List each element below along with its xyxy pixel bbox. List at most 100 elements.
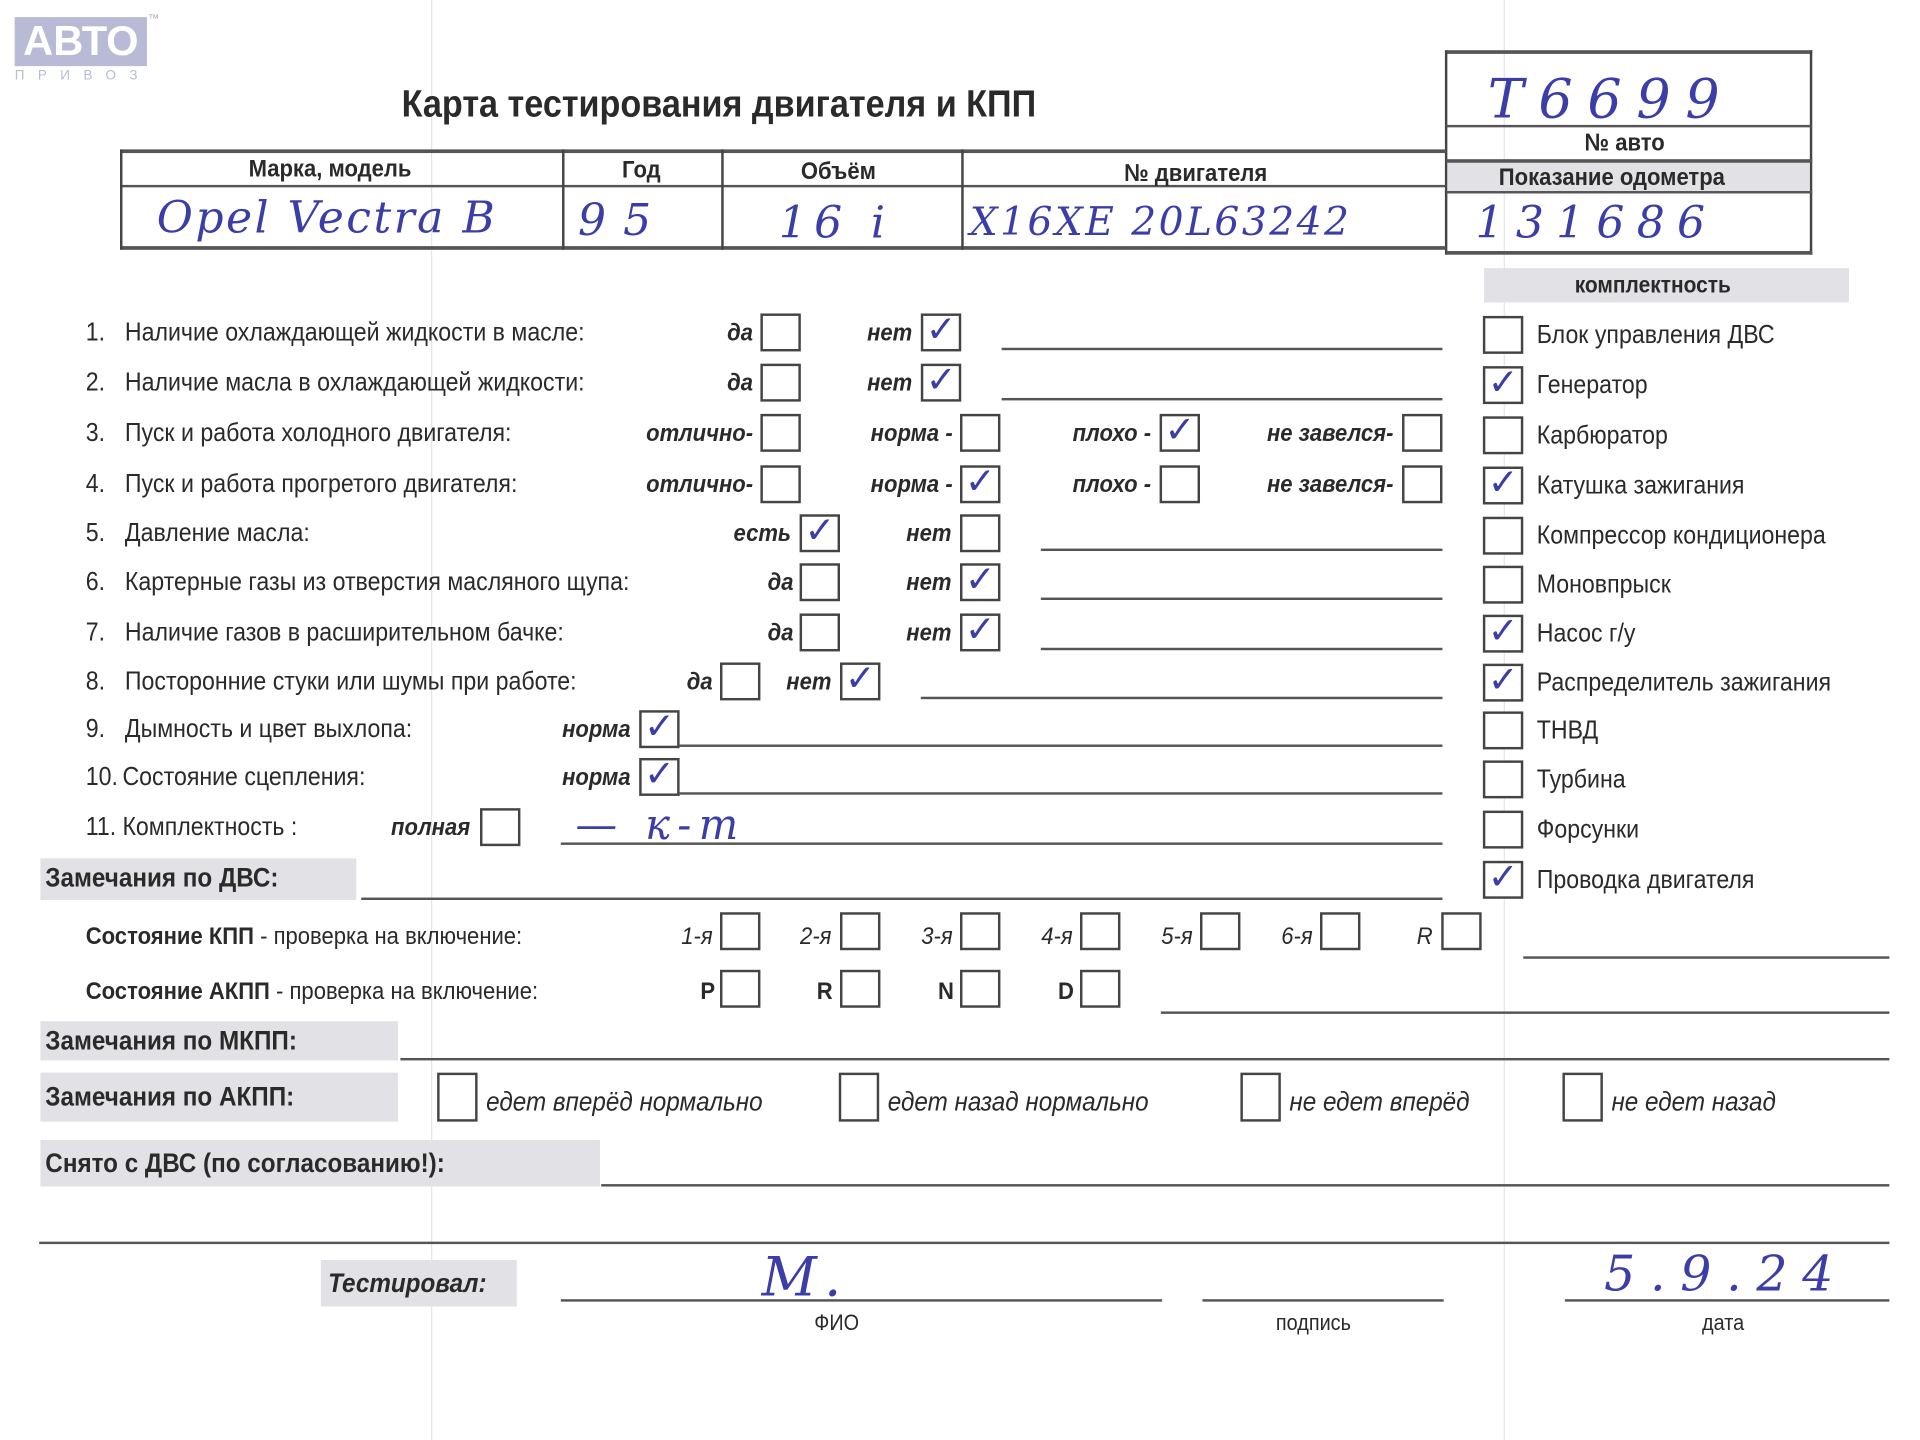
completeness-item-label: Форсунки — [1536, 815, 1640, 844]
completeness-item-label: Катушка зажигания — [1536, 471, 1745, 500]
name-field[interactable] — [560, 1299, 1163, 1302]
option-label: нет — [867, 319, 913, 347]
option-checkbox[interactable] — [760, 413, 801, 452]
auto-remark-checkbox[interactable] — [1240, 1072, 1281, 1122]
checkmark-icon: ✓ — [1487, 855, 1519, 899]
option-checkbox[interactable]: ✓ — [799, 509, 841, 553]
checkmark-icon: ✓ — [964, 558, 996, 602]
auto-remark-checkbox[interactable] — [838, 1072, 880, 1122]
question-number: 10. — [85, 762, 118, 792]
auto-remark-checkbox[interactable] — [437, 1072, 478, 1122]
option-checkbox[interactable]: ✓ — [920, 308, 962, 352]
gear-checkbox[interactable] — [840, 912, 881, 951]
completeness-checkbox[interactable] — [1482, 711, 1524, 750]
option-label: да — [727, 319, 754, 347]
option-checkbox[interactable]: ✓ — [639, 705, 680, 749]
option-label: плохо - — [1072, 420, 1152, 447]
gear-checkbox[interactable] — [960, 969, 1001, 1008]
option-checkbox[interactable]: ✓ — [920, 362, 962, 402]
question-label: Картерные газы из отверстия масляного щу… — [124, 568, 630, 597]
completeness-checkbox[interactable]: ✓ — [1482, 465, 1524, 505]
option-checkbox[interactable]: ✓ — [840, 661, 881, 701]
option-checkbox[interactable] — [760, 465, 801, 504]
option-checkbox[interactable] — [960, 514, 1001, 553]
gear-checkbox[interactable] — [1441, 912, 1482, 951]
option-checkbox[interactable]: ✓ — [639, 756, 680, 796]
question-label: Наличие газов в расширительном бачке: — [124, 618, 564, 647]
option-checkbox[interactable] — [760, 313, 801, 352]
question-label: Состояние сцепления: — [122, 762, 366, 792]
completeness-checkbox[interactable]: ✓ — [1482, 855, 1524, 899]
option-checkbox[interactable] — [799, 613, 841, 652]
completeness-checkbox[interactable]: ✓ — [1482, 361, 1524, 405]
notes-field[interactable] — [1040, 597, 1443, 601]
auto-gearbox-notes-field[interactable] — [1160, 1011, 1890, 1014]
option-checkbox[interactable] — [1402, 465, 1443, 504]
completeness-checkbox[interactable] — [1482, 516, 1524, 555]
option-label: не завелся- — [1266, 420, 1394, 447]
notes-field[interactable] — [1040, 647, 1443, 651]
gear-checkbox[interactable] — [720, 912, 761, 951]
gear-checkbox[interactable] — [1200, 912, 1241, 951]
gear-checkbox[interactable] — [720, 969, 761, 1008]
column-header: Объём — [800, 157, 876, 185]
completeness-checkbox[interactable]: ✓ — [1482, 658, 1524, 702]
manual-remarks-field[interactable] — [400, 1057, 1890, 1061]
checkmark-icon: ✓ — [1487, 658, 1519, 702]
notes-field[interactable] — [1040, 548, 1443, 552]
completeness-checkbox[interactable] — [1482, 760, 1524, 799]
checkmark-icon: ✓ — [925, 308, 957, 352]
auto-remark-checkbox[interactable] — [1562, 1072, 1603, 1122]
option-checkbox[interactable] — [760, 363, 801, 402]
option-checkbox[interactable] — [960, 413, 1001, 452]
gear-label: 3-я — [921, 923, 953, 951]
notes-field[interactable] — [920, 696, 1443, 700]
completeness-checkbox[interactable] — [1482, 810, 1524, 849]
gear-checkbox[interactable] — [960, 912, 1001, 951]
option-label: да — [727, 369, 754, 397]
notes-field[interactable] — [1001, 347, 1443, 351]
option-checkbox[interactable]: ✓ — [1159, 412, 1201, 452]
notes-field[interactable] — [679, 744, 1443, 747]
gear-checkbox[interactable] — [840, 969, 881, 1008]
auto-remark-label: едет назад нормально — [887, 1086, 1149, 1117]
date-field[interactable] — [1564, 1299, 1890, 1302]
completeness-checkbox[interactable]: ✓ — [1482, 613, 1524, 653]
column-header: № двигателя — [1124, 160, 1268, 188]
gear-label: 4-я — [1041, 923, 1073, 951]
gear-checkbox[interactable] — [1080, 969, 1121, 1008]
option-label: нет — [906, 569, 952, 597]
completeness-checkbox[interactable] — [1482, 565, 1524, 604]
removed-field[interactable] — [601, 1184, 1890, 1187]
option-checkbox[interactable]: ✓ — [960, 460, 1001, 504]
tester-name: М. — [761, 1246, 849, 1309]
gear-label: 2-я — [800, 923, 832, 951]
question-number: 9. — [85, 715, 106, 744]
option-checkbox[interactable] — [799, 563, 841, 602]
option-checkbox[interactable] — [1159, 465, 1201, 504]
completeness-checkbox[interactable] — [1482, 315, 1524, 354]
option-checkbox[interactable] — [1402, 413, 1443, 452]
signature-field[interactable] — [1202, 1299, 1444, 1302]
checkmark-icon: ✓ — [644, 705, 675, 749]
checkmark-icon: ✓ — [1487, 361, 1519, 405]
notes-field[interactable] — [560, 842, 1443, 845]
notes-field[interactable] — [1001, 397, 1443, 401]
gear-checkbox[interactable] — [1320, 912, 1361, 951]
notes-field[interactable] — [679, 792, 1443, 795]
checkmark-icon: ✓ — [804, 509, 836, 553]
question-number: 2. — [85, 368, 106, 397]
column-header: Год — [622, 156, 661, 184]
option-checkbox[interactable]: ✓ — [960, 558, 1001, 602]
engine-remarks-field[interactable] — [361, 897, 1443, 901]
engine-remarks-label: Замечания по ДВС: — [45, 862, 279, 893]
completeness-checkbox[interactable] — [1482, 416, 1524, 455]
gear-checkbox[interactable] — [1080, 912, 1121, 951]
option-checkbox[interactable] — [480, 808, 521, 847]
checkmark-icon: ✓ — [964, 460, 996, 504]
option-label: не завелся- — [1266, 471, 1394, 499]
option-checkbox[interactable]: ✓ — [960, 612, 1001, 652]
manual-gearbox-notes-field[interactable] — [1523, 956, 1890, 959]
option-checkbox[interactable] — [720, 662, 761, 701]
